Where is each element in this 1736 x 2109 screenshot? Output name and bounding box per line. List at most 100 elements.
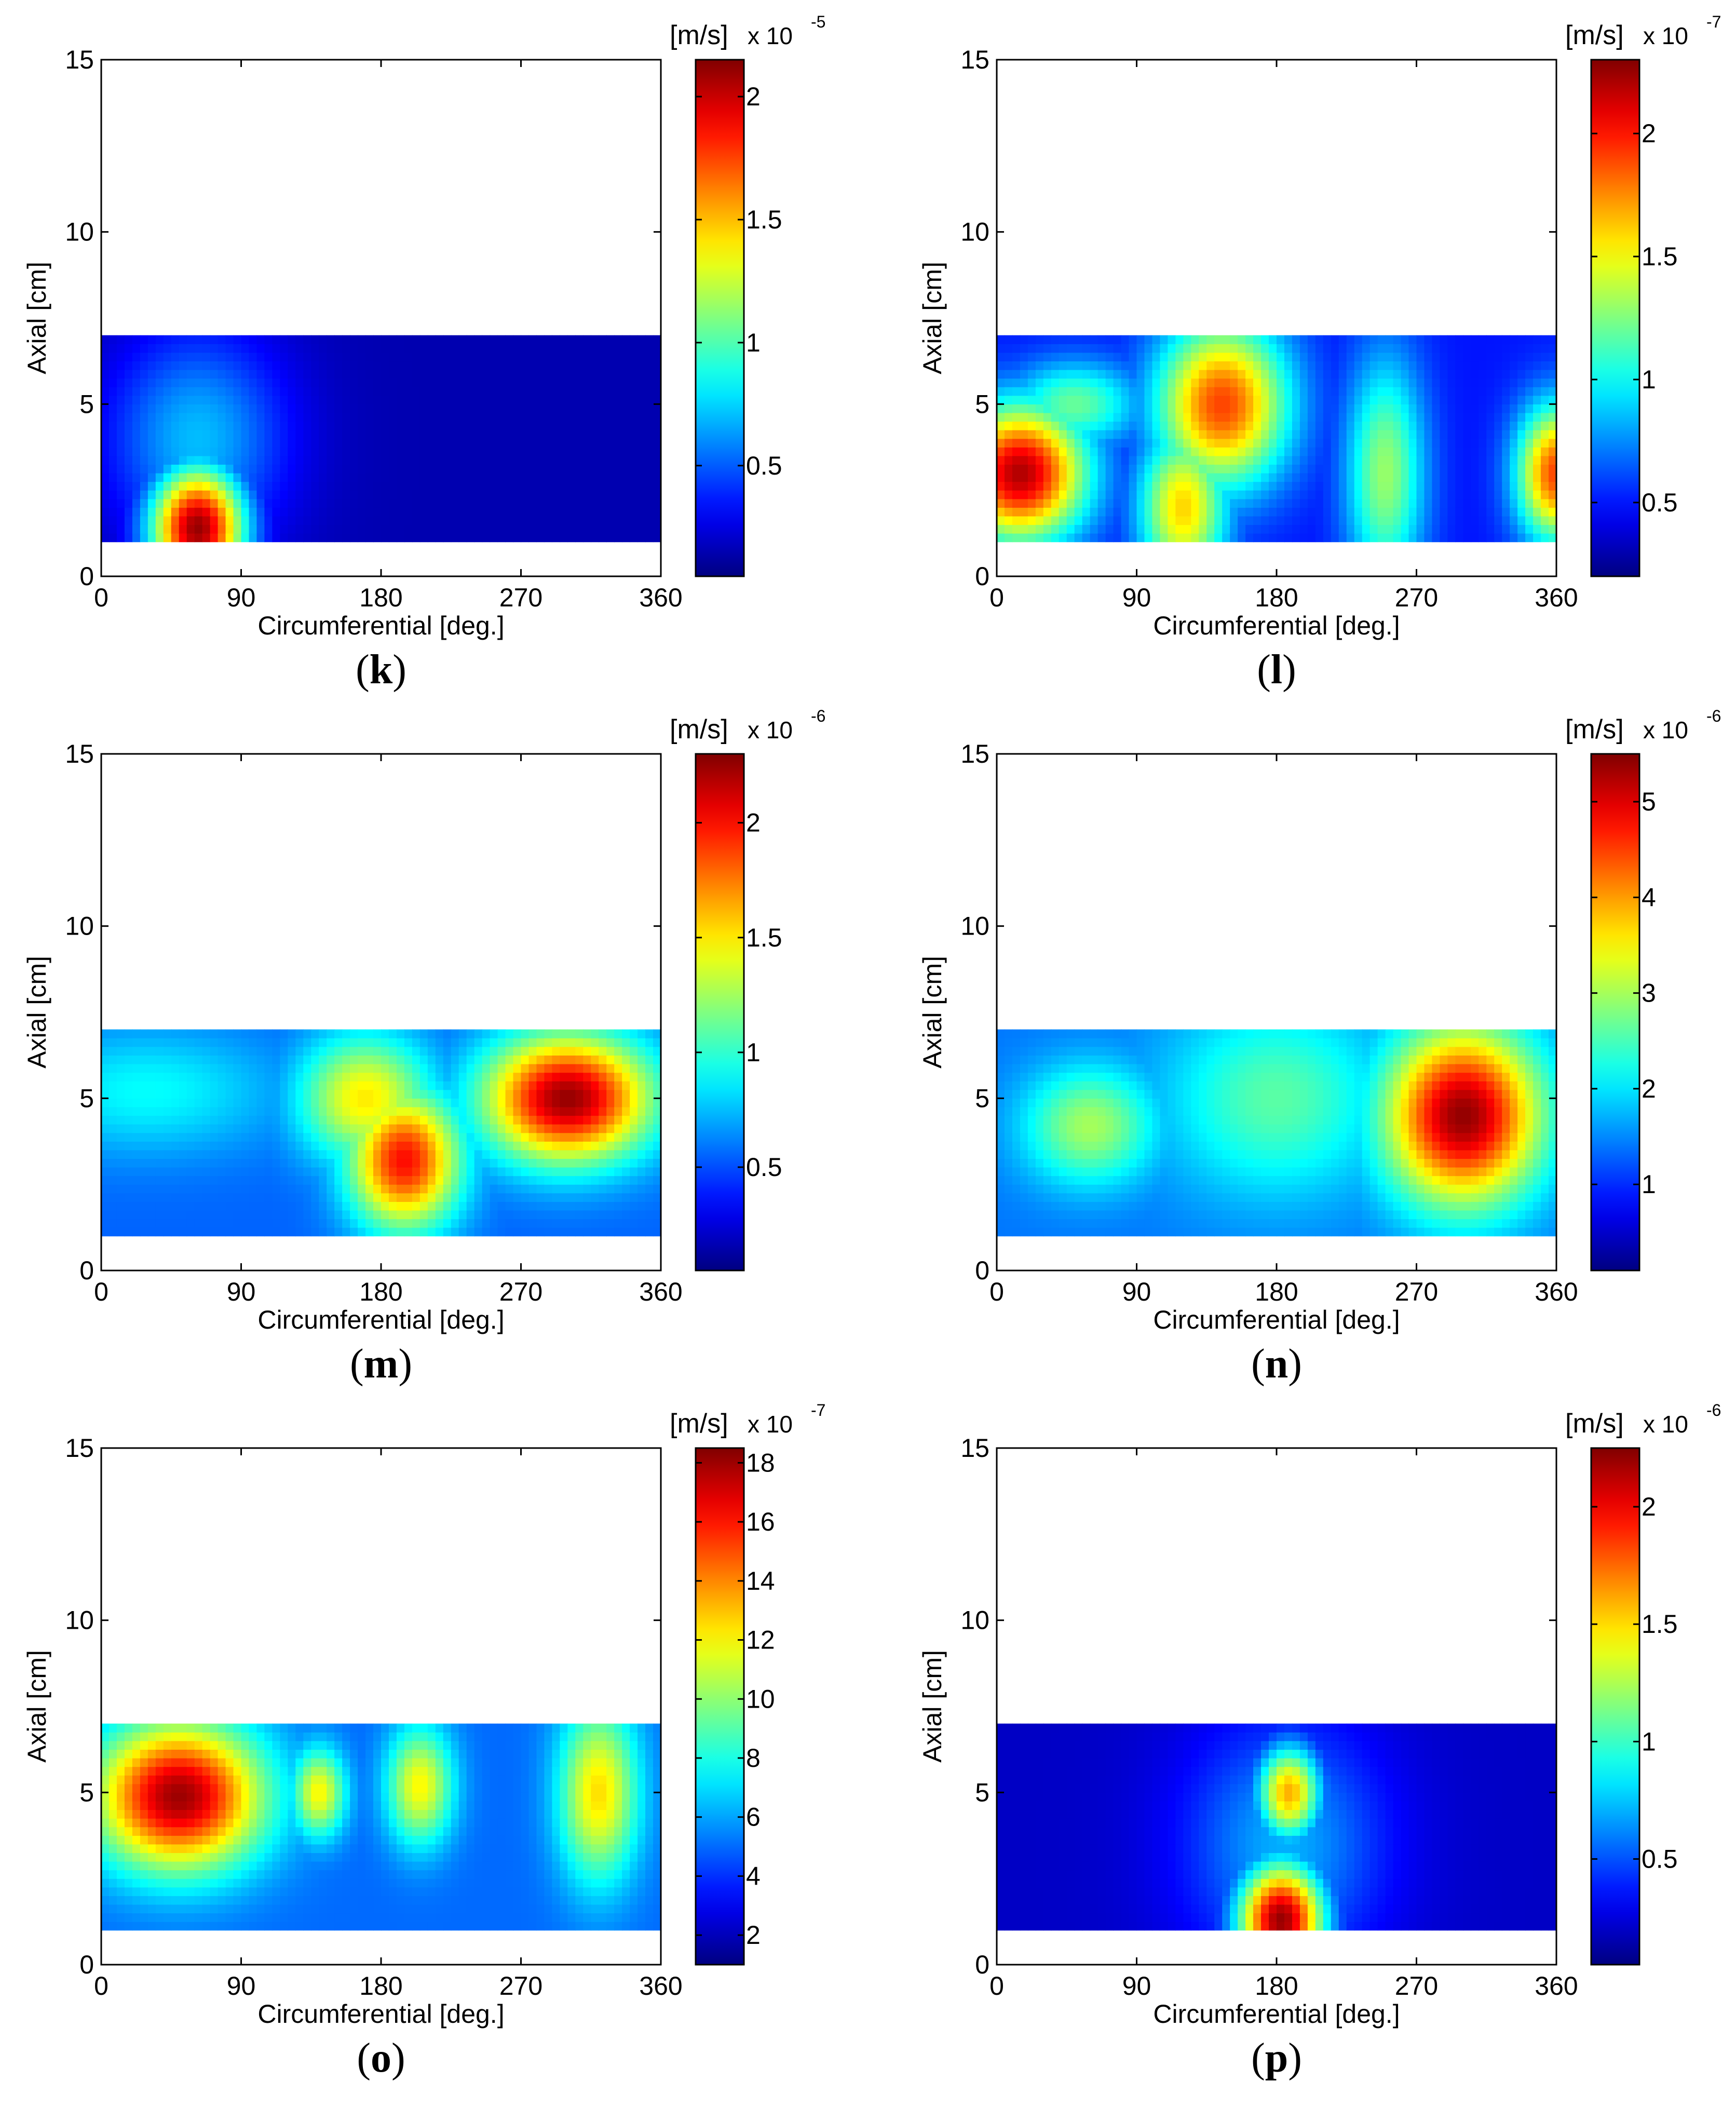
heatmap-cell	[458, 1072, 467, 1081]
heatmap-cell	[1307, 378, 1316, 387]
heatmap-cell	[124, 1106, 133, 1116]
y-tick-label: 0	[975, 562, 989, 591]
heatmap-cell	[466, 1175, 475, 1185]
heatmap-cell	[327, 1106, 335, 1116]
heatmap-cell	[1261, 370, 1269, 379]
heatmap-cell	[544, 1055, 552, 1064]
heatmap-cell	[474, 361, 483, 370]
heatmap-cell	[396, 1219, 405, 1228]
heatmap-cell	[396, 507, 405, 517]
heatmap-cell	[295, 412, 304, 422]
heatmap-cell	[1315, 412, 1324, 422]
heatmap-cell	[1362, 378, 1371, 387]
heatmap-cell	[997, 533, 1005, 543]
heatmap-cell	[1362, 421, 1371, 430]
heatmap-cell	[1051, 335, 1060, 344]
heatmap-cell	[575, 421, 584, 430]
heatmap-cell	[256, 1227, 265, 1237]
heatmap-cell	[342, 1210, 350, 1220]
heatmap-cell	[1066, 378, 1075, 387]
heatmap-cell	[147, 498, 156, 508]
heatmap-cell	[280, 1193, 288, 1202]
heatmap-cell	[1549, 421, 1557, 430]
heatmap-cell	[419, 361, 428, 370]
heatmap-cell	[443, 524, 452, 534]
heatmap-cell	[264, 361, 273, 370]
heatmap-cell	[272, 1210, 280, 1220]
heatmap-cell	[288, 516, 296, 525]
heatmap-cell	[412, 352, 421, 362]
heatmap-cell	[1191, 404, 1199, 413]
heatmap-cell	[358, 1029, 366, 1038]
heatmap-cell	[365, 378, 374, 387]
heatmap-cell	[451, 344, 459, 353]
heatmap-cell	[108, 1064, 117, 1073]
heatmap-cell	[116, 1150, 125, 1159]
heatmap-cell	[1525, 361, 1534, 370]
heatmap-cell	[381, 1046, 389, 1056]
heatmap-cell	[264, 412, 273, 422]
heatmap-cell	[1253, 507, 1262, 517]
heatmap-cell	[427, 1072, 436, 1081]
heatmap-cell	[1408, 378, 1417, 387]
heatmap-cell	[1214, 524, 1223, 534]
heatmap-cell	[1160, 490, 1168, 499]
heatmap-cell	[1385, 395, 1394, 404]
heatmap-cell	[1090, 481, 1098, 491]
heatmap-cell	[638, 387, 646, 396]
colorbar-tick-label: 1	[1642, 365, 1656, 394]
heatmap-cell	[1447, 335, 1456, 344]
heatmap-cell	[419, 438, 428, 448]
heatmap-cell	[140, 1219, 148, 1228]
heatmap-cell	[443, 1184, 452, 1194]
heatmap-cell	[544, 1064, 552, 1073]
heatmap-cell	[638, 404, 646, 413]
heatmap-cell	[1440, 352, 1448, 362]
heatmap-cell	[1292, 430, 1300, 439]
heatmap-cell	[1144, 498, 1153, 508]
heatmap-cell	[482, 352, 491, 362]
heatmap-cell	[179, 507, 187, 517]
heatmap-cell	[404, 1098, 413, 1107]
heatmap-cell	[1541, 524, 1549, 534]
heatmap-cell	[1277, 421, 1285, 430]
heatmap-cell	[1549, 387, 1557, 396]
heatmap-cell	[1525, 378, 1534, 387]
heatmap-cell	[583, 438, 591, 448]
heatmap-cell	[132, 1184, 141, 1194]
heatmap-cell	[272, 421, 280, 430]
heatmap-cell	[443, 1193, 452, 1202]
heatmap-cell	[536, 438, 545, 448]
heatmap-cell	[528, 1219, 537, 1228]
heatmap-cell	[147, 404, 156, 413]
heatmap-cell	[163, 395, 172, 404]
heatmap-cell	[132, 335, 141, 344]
heatmap-cell	[342, 430, 350, 439]
heatmap-cell	[311, 1029, 319, 1038]
heatmap-cell	[528, 1106, 537, 1116]
heatmap-cell	[147, 533, 156, 543]
heatmap-cell	[1408, 412, 1417, 422]
heatmap-cell	[1393, 447, 1402, 456]
heatmap-cell	[350, 1193, 358, 1202]
heatmap-cell	[295, 1064, 304, 1073]
heatmap-cell	[1152, 370, 1161, 379]
heatmap-cell	[435, 352, 444, 362]
heatmap-cell	[388, 1132, 397, 1142]
heatmap-cell	[404, 498, 413, 508]
heatmap-cell	[482, 498, 491, 508]
heatmap-cell	[528, 1038, 537, 1047]
heatmap-cell	[458, 1029, 467, 1038]
heatmap-cell	[653, 524, 661, 534]
heatmap-cell	[342, 1219, 350, 1228]
heatmap-cell	[521, 1219, 530, 1228]
heatmap-cell	[1486, 395, 1495, 404]
heatmap-cell	[1269, 395, 1277, 404]
heatmap-cell	[1440, 378, 1448, 387]
heatmap-cell	[544, 1098, 552, 1107]
heatmap-cell	[599, 516, 607, 525]
heatmap-cell	[1541, 498, 1549, 508]
heatmap-cell	[1004, 507, 1013, 517]
heatmap-cell	[1253, 516, 1262, 525]
heatmap-cell	[1269, 370, 1277, 379]
